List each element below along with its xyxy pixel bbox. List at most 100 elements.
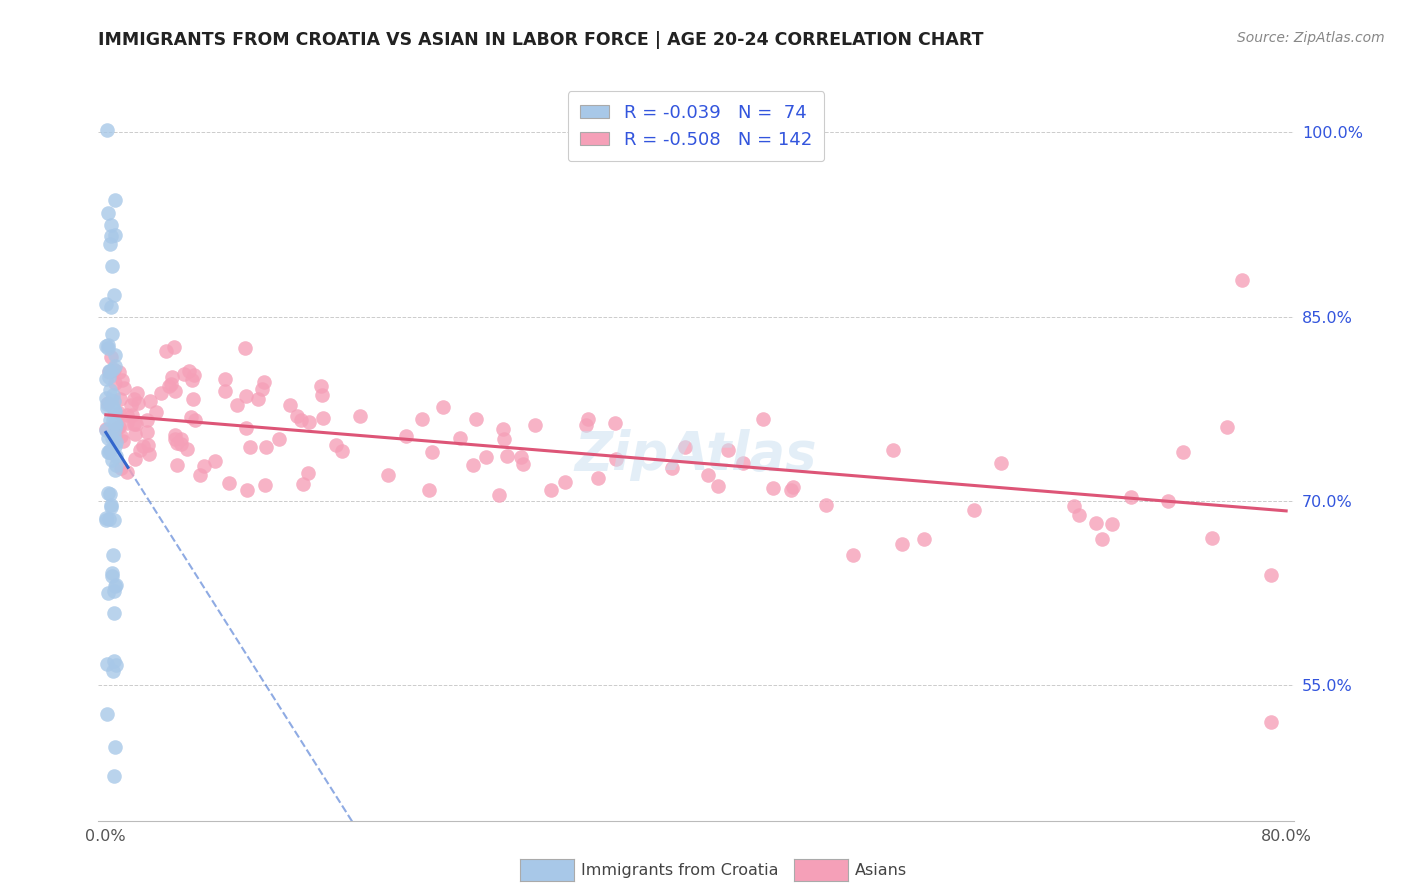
Point [101, 413, 124, 427]
Point [170, 437, 193, 451]
Point [509, 450, 531, 464]
Point [312, 410, 335, 425]
Point [111, 434, 134, 449]
Point [94, 297, 117, 311]
Point [97, 486, 120, 500]
Point [247, 392, 270, 406]
Point [101, 568, 124, 582]
Point [96, 706, 118, 721]
Point [1067, 508, 1090, 523]
Point [311, 388, 333, 402]
Point [762, 481, 785, 495]
Point [588, 471, 610, 485]
Point [254, 440, 277, 454]
Point [98, 384, 121, 398]
Point [181, 373, 204, 387]
Point [214, 372, 236, 386]
Point [104, 417, 127, 431]
Point [104, 434, 127, 449]
Point [204, 454, 226, 468]
Point [97, 205, 120, 219]
Point [180, 410, 202, 425]
Point [166, 436, 188, 450]
Point [104, 420, 127, 434]
Point [136, 438, 159, 452]
Point [475, 450, 498, 465]
Point [253, 478, 276, 492]
Text: Source: ZipAtlas.com: Source: ZipAtlas.com [1237, 31, 1385, 45]
Point [165, 384, 187, 398]
Point [103, 769, 125, 783]
Point [575, 418, 598, 433]
Point [108, 365, 131, 379]
Point [121, 409, 143, 423]
Point [603, 416, 626, 430]
Point [96, 422, 118, 436]
Point [138, 447, 160, 461]
Point [105, 658, 128, 673]
Point [1157, 494, 1180, 508]
Text: ZipAtlas: ZipAtlas [575, 429, 817, 481]
Point [236, 483, 259, 497]
Point [540, 483, 562, 498]
Point [108, 392, 131, 406]
Point [101, 327, 124, 342]
Point [253, 375, 276, 389]
Point [235, 389, 257, 403]
Point [96, 397, 118, 411]
Point [101, 665, 124, 679]
Point [104, 193, 127, 207]
Point [155, 343, 177, 358]
Point [292, 476, 315, 491]
Point [127, 396, 149, 410]
Point [100, 500, 122, 514]
Point [100, 452, 122, 467]
Point [101, 548, 124, 562]
Point [115, 408, 138, 422]
Point [94, 339, 117, 353]
Point [183, 368, 205, 382]
Point [100, 398, 122, 412]
Point [103, 428, 125, 442]
Point [139, 394, 162, 409]
Point [100, 218, 122, 232]
Point [104, 228, 127, 243]
Point [98, 445, 121, 459]
Point [136, 413, 159, 427]
Point [188, 468, 211, 483]
Point [94, 372, 117, 386]
Point [131, 439, 153, 453]
Point [193, 458, 215, 473]
Point [120, 398, 142, 412]
Point [752, 412, 775, 426]
Point [129, 442, 152, 457]
Point [332, 443, 354, 458]
Point [267, 433, 290, 447]
Point [278, 398, 301, 412]
Point [98, 237, 121, 252]
Point [214, 384, 236, 399]
Point [673, 440, 696, 454]
Point [104, 463, 127, 477]
Point [1171, 445, 1194, 459]
Point [103, 393, 125, 408]
Point [104, 348, 127, 362]
Point [779, 483, 801, 497]
Point [97, 431, 120, 445]
Point [461, 458, 484, 473]
Point [492, 422, 515, 436]
Point [163, 427, 186, 442]
Point [290, 413, 312, 427]
Point [97, 365, 120, 379]
Point [136, 425, 159, 439]
Point [512, 457, 534, 471]
Point [239, 440, 262, 454]
Point [422, 444, 444, 458]
Point [1085, 516, 1108, 530]
Point [96, 657, 118, 672]
Point [103, 363, 125, 377]
Point [101, 566, 124, 581]
Point [160, 377, 183, 392]
Point [96, 123, 118, 137]
Point [124, 451, 146, 466]
